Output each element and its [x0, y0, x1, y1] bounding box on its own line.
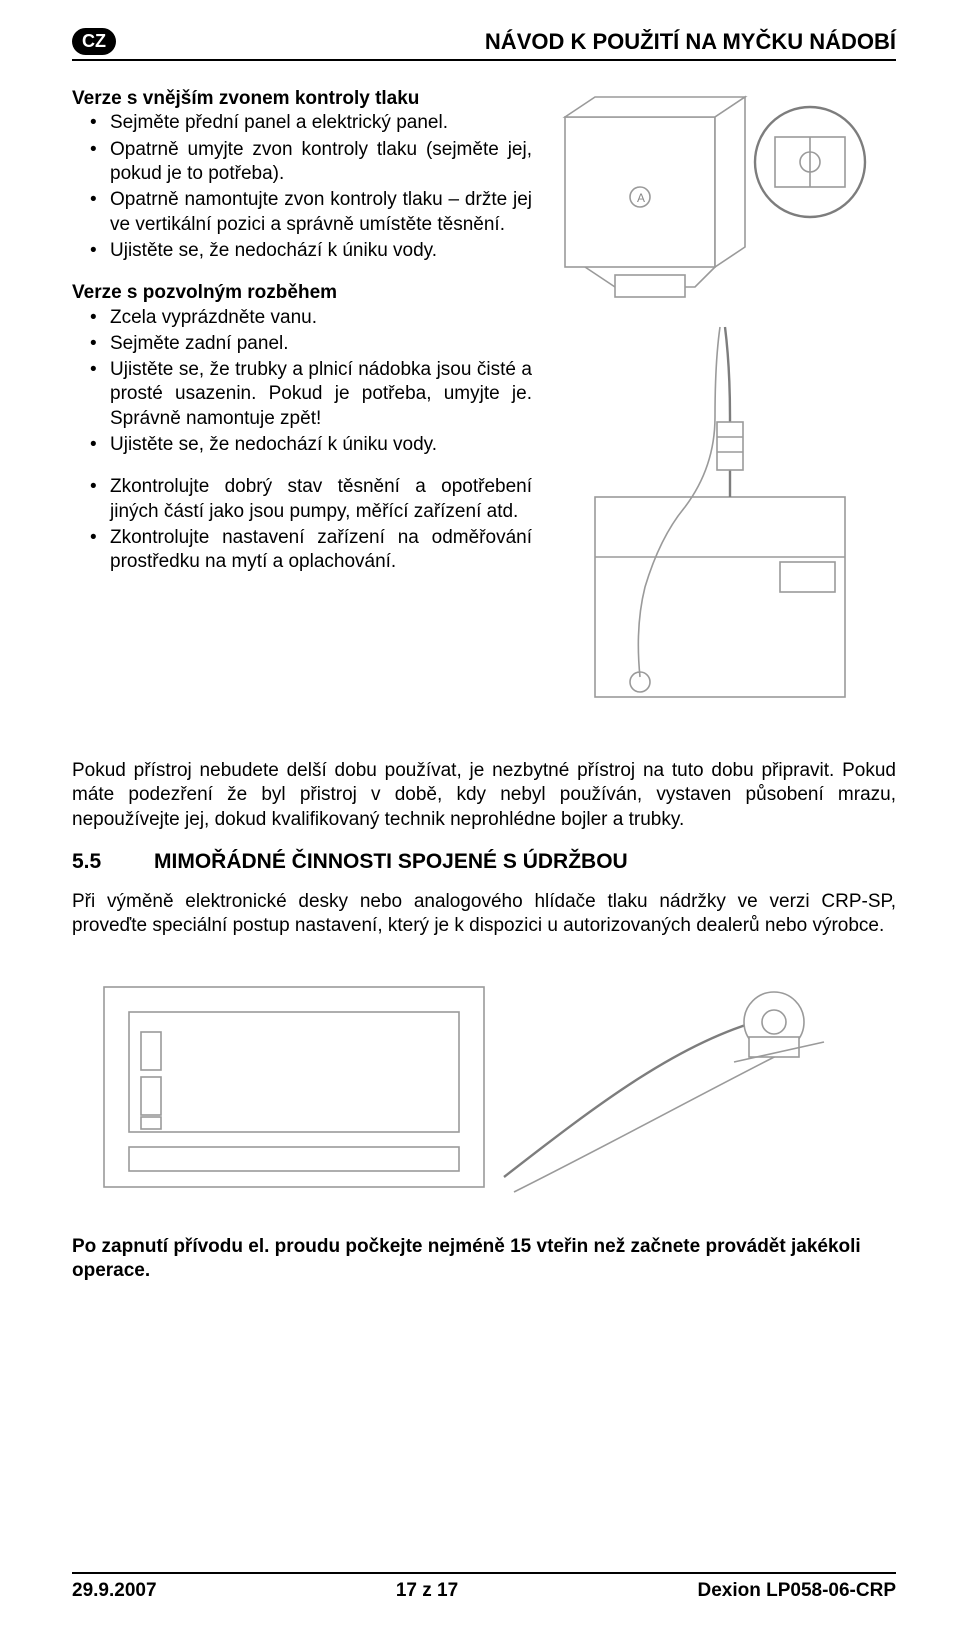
paragraph-5-5: Při výměně elektronické desky nebo analo…: [72, 890, 896, 939]
bullet-item: Zkontrolujte dobrý stav těsnění a opotře…: [110, 475, 532, 524]
bullet-item: Zkontrolujte nastavení zařízení na odměř…: [110, 526, 532, 575]
bullet-item: Sejměte přední panel a elektrický panel.: [110, 111, 532, 135]
header-title: NÁVOD K POUŽITÍ NA MYČKU NÁDOBÍ: [116, 29, 896, 55]
dishwasher-diagram-icon: A: [555, 87, 885, 307]
tubing-diagram-icon: [565, 307, 875, 737]
section-5-5-heading: 5.5 MIMOŘÁDNÉ ČINNOSTI SPOJENÉ S ÚDRŽBOU: [72, 850, 896, 874]
bullet-item: Ujistěte se, že trubky a plnicí nádobka …: [110, 358, 532, 431]
bullet-item: Sejměte zadní panel.: [110, 332, 532, 356]
section-b-heading: Verze s pozvolným rozběhem: [72, 281, 532, 305]
page-header: CZ NÁVOD K POUŽITÍ NA MYČKU NÁDOBÍ: [72, 28, 896, 55]
section-number: 5.5: [72, 850, 114, 874]
footer-date: 29.9.2007: [72, 1580, 157, 1602]
footer-doc: Dexion LP058-06-CRP: [697, 1580, 896, 1602]
final-note: Po zapnutí přívodu el. proudu počkejte n…: [72, 1235, 896, 1284]
svg-text:A: A: [637, 191, 645, 205]
bullet-item: Zcela vyprázdněte vanu.: [110, 306, 532, 330]
bullet-item: Ujistěte se, že nedochází k úniku vody.: [110, 239, 532, 263]
section-a-bullets: Sejměte přední panel a elektrický panel.…: [72, 111, 532, 263]
section-a-heading: Verze s vnějším zvonem kontroly tlaku: [72, 87, 532, 111]
section-title: MIMOŘÁDNÉ ČINNOSTI SPOJENÉ S ÚDRŽBOU: [154, 850, 628, 874]
pressure-switch-diagram-icon: [74, 957, 894, 1217]
figure-column: A: [544, 87, 896, 737]
header-rule: [72, 59, 896, 61]
footer-page: 17 z 17: [396, 1580, 458, 1602]
bullet-item: Opatrně umyjte zvon kontroly tlaku (sejm…: [110, 138, 532, 187]
footer-rule: [72, 1572, 896, 1574]
bullet-item: Opatrně namontujte zvon kontroly tlaku –…: [110, 188, 532, 237]
section-b-bullets-1: Zcela vyprázdněte vanu. Sejměte zadní pa…: [72, 306, 532, 458]
paragraph-storage: Pokud přístroj nebudete delší dobu použí…: [72, 759, 896, 832]
bullet-item: Ujistěte se, že nedochází k úniku vody.: [110, 433, 532, 457]
footer-row: 29.9.2007 17 z 17 Dexion LP058-06-CRP: [72, 1580, 896, 1602]
section-b-bullets-2: Zkontrolujte dobrý stav těsnění a opotře…: [72, 475, 532, 574]
text-column: Verze s vnějším zvonem kontroly tlaku Se…: [72, 87, 532, 737]
cz-badge: CZ: [72, 28, 116, 55]
